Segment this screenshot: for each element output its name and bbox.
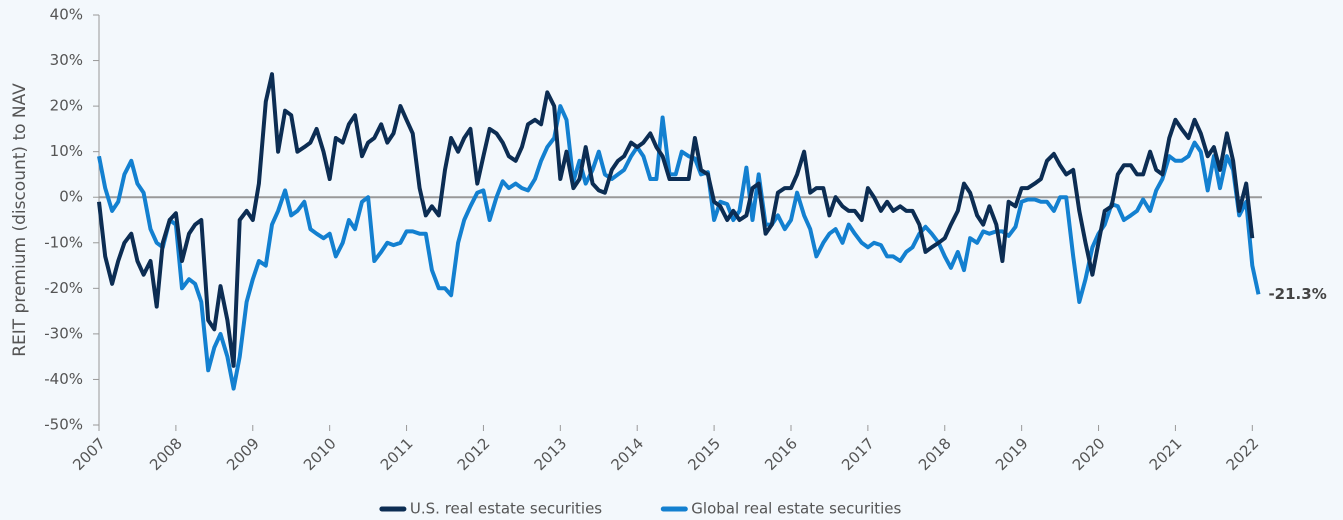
y-tick-label: 10% [50, 142, 83, 160]
y-tick-label: -50% [44, 416, 83, 434]
y-tick-label: -10% [44, 233, 83, 251]
legend-label: Global real estate securities [691, 500, 901, 518]
y-tick-label: -40% [44, 370, 83, 388]
y-axis-label: REIT premium (discount) to NAV [10, 83, 30, 357]
legend-label: U.S. real estate securities [410, 500, 602, 518]
y-tick-label: 20% [50, 97, 83, 115]
y-tick-label: -20% [44, 279, 83, 297]
y-tick-label: 0% [59, 188, 83, 206]
series-line [97, 72, 1255, 368]
y-tick-label: 40% [50, 6, 83, 24]
end-annotation: -21.3% [1268, 285, 1326, 303]
y-tick-label: -30% [44, 324, 83, 342]
y-tick-label: 30% [50, 51, 83, 69]
series-line [97, 104, 1261, 391]
